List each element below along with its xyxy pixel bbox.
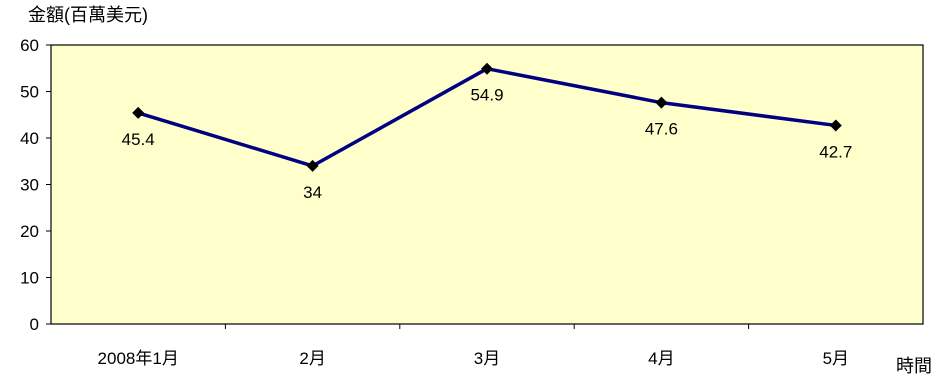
x-tick-label: 5月 xyxy=(823,349,849,368)
y-tick-label: 40 xyxy=(20,129,39,148)
x-tick-label: 3月 xyxy=(474,349,500,368)
x-tick-label: 2008年1月 xyxy=(98,349,179,368)
data-point-marker xyxy=(132,106,145,119)
data-point-marker xyxy=(481,62,493,75)
y-axis-title: 金額(百萬美元) xyxy=(28,5,148,25)
y-tick-label: 50 xyxy=(20,83,39,102)
data-label: 54.9 xyxy=(470,86,503,105)
y-axis: 0 10 20 30 40 50 60 xyxy=(20,36,51,334)
plot-area xyxy=(50,44,924,325)
x-axis: 2008年1月 2月 3月 4月 5月 xyxy=(98,324,849,368)
data-point-marker xyxy=(306,159,319,172)
data-label: 47.6 xyxy=(645,120,678,139)
series-layer: 45.4 34 54.9 47.6 42.7 xyxy=(122,62,852,202)
y-tick-label: 30 xyxy=(20,176,39,195)
y-tick-label: 10 xyxy=(20,269,39,288)
y-tick-label: 60 xyxy=(20,36,39,55)
y-tick-label: 20 xyxy=(20,222,39,241)
x-axis-title: 時間 xyxy=(896,356,932,376)
x-tick-label: 4月 xyxy=(648,349,674,368)
data-point-marker xyxy=(829,119,842,132)
data-label: 45.4 xyxy=(122,130,155,149)
data-point-marker xyxy=(655,96,668,109)
data-label: 42.7 xyxy=(819,142,852,161)
x-tick-label: 2月 xyxy=(299,349,325,368)
y-tick-label: 0 xyxy=(30,315,39,334)
data-label: 34 xyxy=(303,183,322,202)
